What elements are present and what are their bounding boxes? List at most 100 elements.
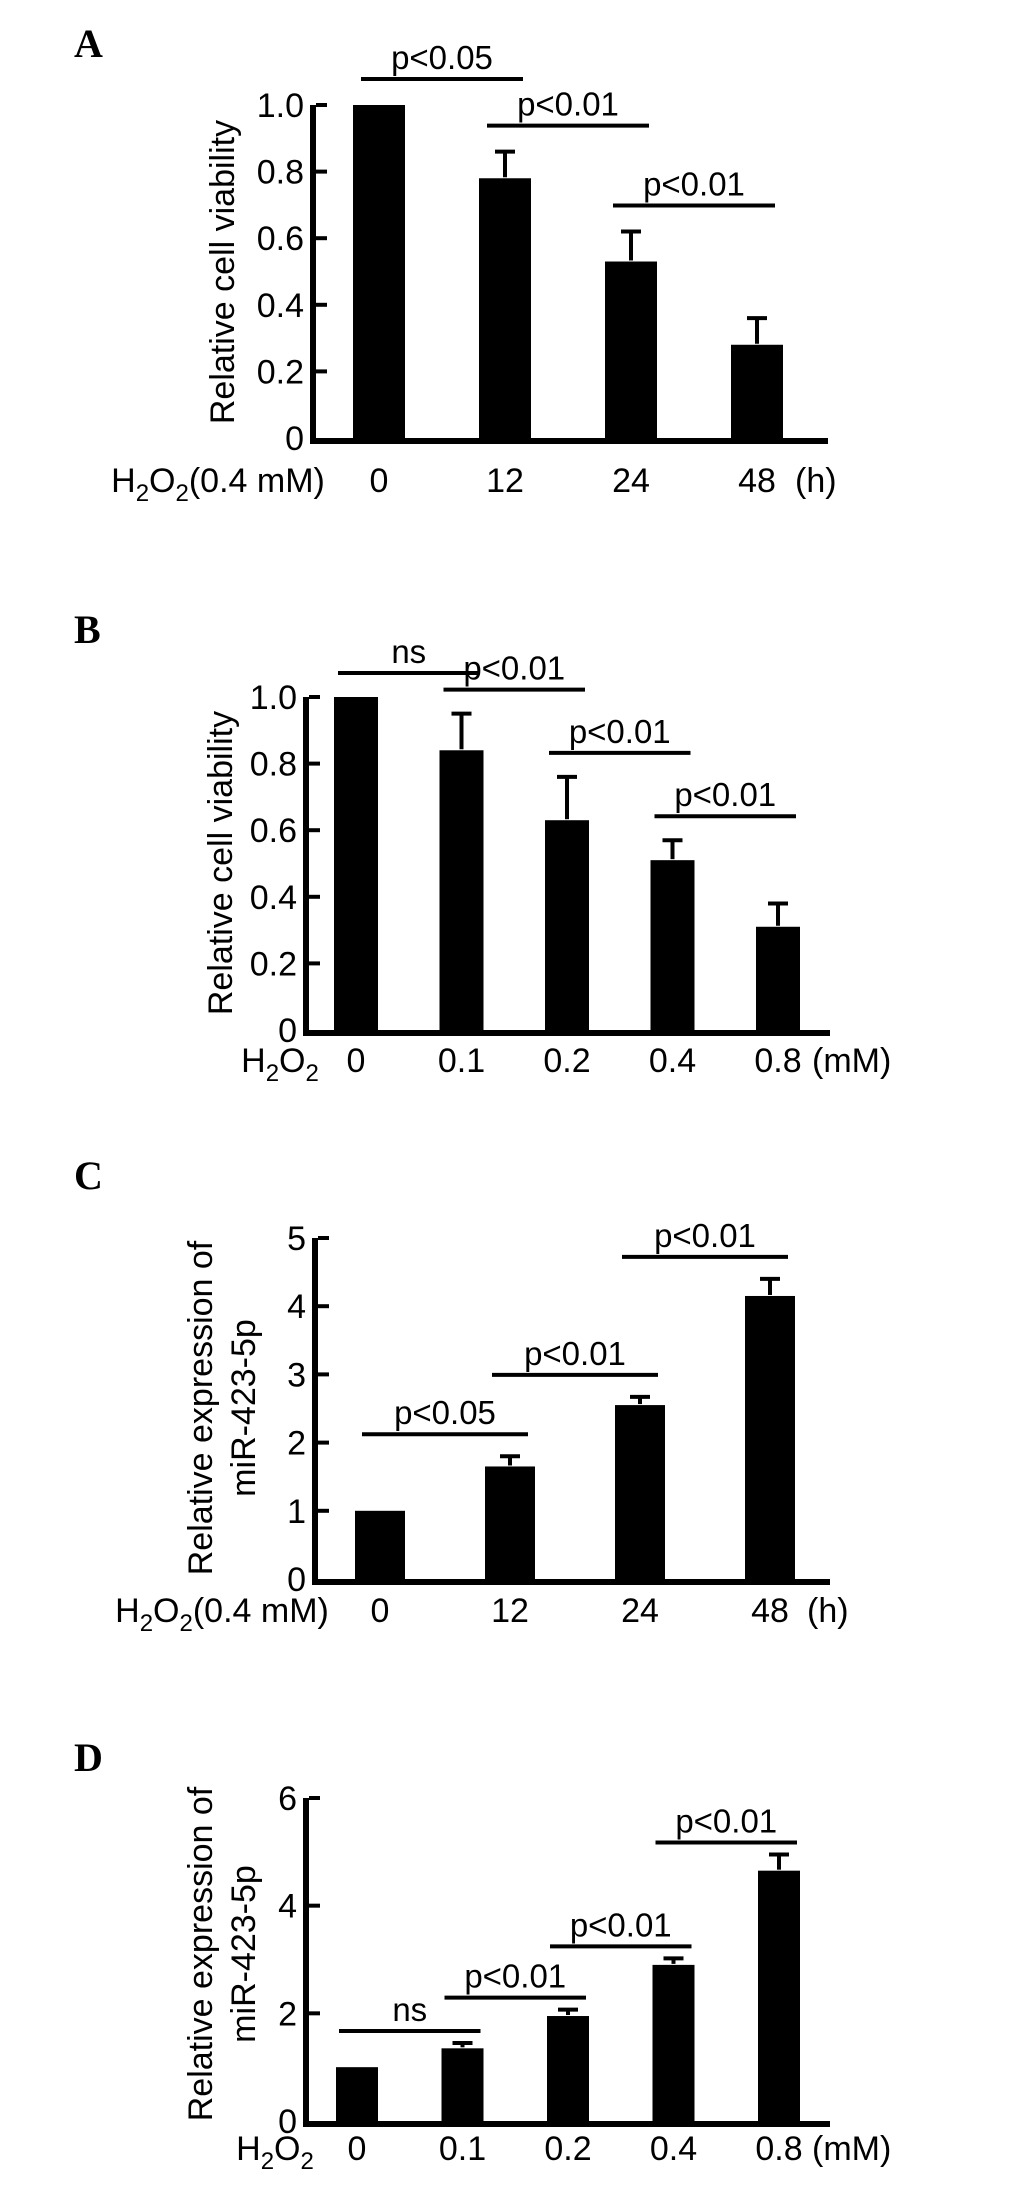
panel-d: D 0 2 4 6 Relative expression of miR-423-5p ns… [0, 1700, 1033, 2208]
x-axis-unit: (h) [795, 462, 837, 500]
x-category-label: 12 [486, 462, 524, 500]
x-axis-prefix-subscript: 2 [301, 2148, 314, 2175]
x-category-label: 0 [371, 1592, 390, 1630]
x-axis-prefix-part: O [279, 1042, 305, 1080]
sig-bracket-label: p<0.01 [517, 86, 619, 123]
y-tick-label: 0 [278, 1012, 297, 1050]
bar [731, 344, 783, 441]
bar [441, 2048, 484, 2124]
y-tick-label: 1 [287, 1493, 306, 1531]
x-axis-prefix-subscript: 2 [266, 1060, 279, 1087]
x-axis-unit: (mM) [812, 1042, 891, 1080]
y-tick-label: 2 [287, 1425, 306, 1463]
panel-c: C 0 1 2 3 4 5 Relative expression of miR-423-5p… [0, 1130, 1033, 1700]
sig-bracket-label: ns [391, 633, 426, 670]
x-axis-prefix-part: (0.4 mM) [189, 462, 325, 500]
sig-bracket-label: p<0.01 [674, 776, 776, 813]
bar [353, 105, 405, 441]
x-category-label: 0.4 [649, 1042, 696, 1080]
y-tick-label: 6 [278, 1780, 297, 1818]
y-axis-label: Relative expression of [182, 1240, 220, 1575]
y-tick-label: 5 [287, 1220, 306, 1258]
y-tick-label: 1.0 [250, 679, 297, 717]
x-axis-prefix-subscript: 2 [306, 1060, 319, 1087]
bar [745, 1295, 795, 1582]
x-category-label: 24 [621, 1592, 659, 1630]
panel-d-letter: D [74, 1735, 103, 1780]
x-category-label: 12 [491, 1592, 529, 1630]
y-tick-label: 0.8 [250, 746, 297, 784]
y-tick-label: 0.2 [250, 945, 297, 983]
panel-c-letter: C [74, 1153, 103, 1198]
y-axis-label: miR-423-5p [225, 1319, 263, 1497]
y-tick-label: 4 [287, 1288, 306, 1326]
sig-bracket-label: p<0.01 [643, 166, 745, 203]
x-category-label: 0.1 [438, 1042, 485, 1080]
y-tick-label: 0.8 [257, 154, 304, 192]
y-tick-label: 3 [287, 1356, 306, 1394]
panel-b-bar-chart: 0 0.2 0.4 0.6 0.8 1.0 Relative cell viability n… [202, 633, 891, 1087]
x-category-label: 48 [738, 462, 776, 500]
x-axis-prefix-part: O [274, 2130, 300, 2168]
y-tick-label: 0 [278, 2103, 297, 2141]
x-axis-unit: (h) [807, 1592, 849, 1630]
y-tick-label: 0.6 [250, 812, 297, 850]
x-category-label: 0.1 [439, 2130, 486, 2168]
bar [485, 1466, 535, 1582]
sig-bracket-label: p<0.05 [391, 39, 493, 76]
bar [652, 1964, 695, 2124]
y-axis-label: Relative expression of [182, 1786, 220, 2121]
x-axis-prefix-part: O [149, 462, 175, 500]
x-axis-prefix-subscript: 2 [140, 1610, 153, 1637]
panel-b-letter: B [74, 607, 101, 652]
y-tick-label: 4 [278, 1888, 297, 1926]
y-tick-label: 0.6 [257, 220, 304, 258]
sig-bracket-label: p<0.01 [675, 1803, 777, 1840]
bar [355, 1510, 405, 1582]
sig-bracket-label: p<0.01 [654, 1217, 756, 1254]
y-axis-label: Relative cell viability [204, 120, 242, 424]
y-tick-label: 1.0 [257, 87, 304, 125]
x-axis-unit: (mM) [812, 2130, 891, 2168]
sig-bracket-label: p<0.01 [569, 713, 671, 750]
y-tick-label: 0 [287, 1561, 306, 1599]
y-tick-label: 0 [285, 420, 304, 458]
x-axis-prefix-subscript: 2 [261, 2148, 274, 2175]
sig-bracket-label: p<0.01 [524, 1335, 626, 1372]
bar [758, 1870, 800, 2124]
y-axis-label: miR-423-5p [225, 1865, 263, 2043]
bar [336, 2067, 378, 2124]
panel-a-bar-chart: 0 0.2 0.4 0.6 0.8 1.0 Relative cell viability p… [111, 39, 837, 507]
x-axis-prefix: H2O2(0.4 mM) [115, 1592, 329, 1637]
bar [650, 860, 695, 1033]
sig-bracket-label: p<0.01 [464, 1958, 566, 1995]
panel-a-letter: A [74, 21, 103, 66]
x-axis-prefix-part: (0.4 mM) [193, 1592, 329, 1630]
x-axis-prefix-subscript: 2 [176, 480, 189, 507]
bar [756, 926, 800, 1033]
bar [605, 261, 657, 441]
y-tick-label: 0.4 [250, 879, 297, 917]
x-category-label: 0 [370, 462, 389, 500]
x-axis-prefix: H2O2(0.4 mM) [111, 462, 325, 507]
sig-bracket-label: p<0.01 [463, 650, 565, 687]
x-axis-prefix: H2O2 [236, 2130, 314, 2175]
x-axis-prefix-part: O [153, 1592, 179, 1630]
sig-bracket-label: ns [392, 1991, 427, 2028]
y-axis-label: Relative cell viability [202, 711, 240, 1015]
sig-bracket-label: p<0.05 [394, 1394, 496, 1431]
x-axis-prefix-subscript: 2 [136, 480, 149, 507]
x-category-label: 0 [348, 2130, 367, 2168]
bar [615, 1405, 665, 1582]
x-category-label: 0.8 [755, 2130, 802, 2168]
y-tick-label: 2 [278, 1995, 297, 2033]
x-category-label: 0.2 [544, 2130, 591, 2168]
x-axis-prefix-subscript: 2 [180, 1610, 193, 1637]
y-tick-label: 0.2 [257, 353, 304, 391]
x-axis-prefix-part: H [236, 2130, 261, 2168]
x-category-label: 0.2 [543, 1042, 590, 1080]
bar [545, 820, 589, 1033]
